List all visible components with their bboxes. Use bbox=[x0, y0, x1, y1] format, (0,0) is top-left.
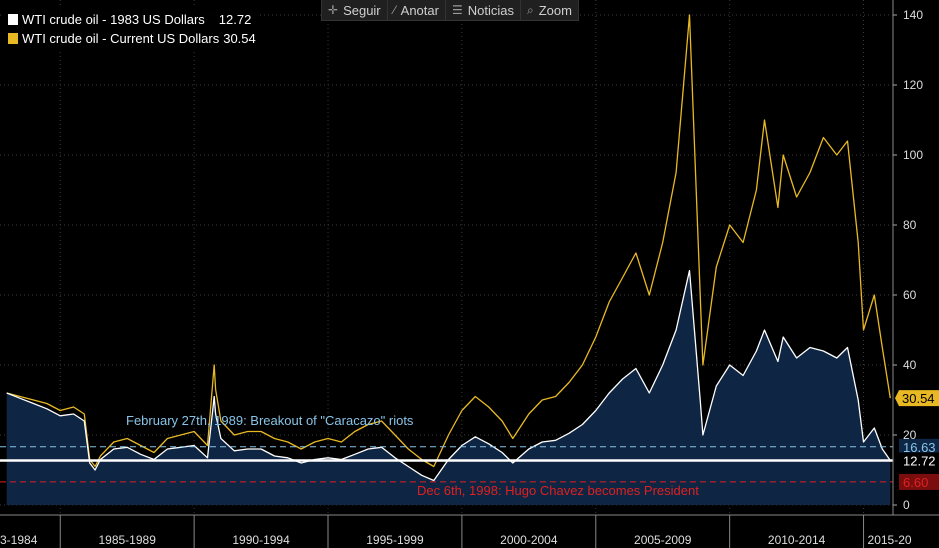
legend-item-1983: WTI crude oil - 1983 US Dollars 12.72 bbox=[8, 10, 256, 29]
y-tick-label: 0 bbox=[903, 498, 910, 512]
legend: WTI crude oil - 1983 US Dollars 12.72 WT… bbox=[4, 8, 260, 50]
seguir-button[interactable]: ✛ Seguir bbox=[322, 0, 388, 20]
chart-toolbar: ✛ Seguir ⁄ Anotar ☰ Noticias ⌕ Zoom bbox=[321, 0, 579, 21]
x-tick-label: 2000-2004 bbox=[500, 533, 558, 547]
seguir-label: Seguir bbox=[343, 2, 381, 18]
x-tick-label: 2010-2014 bbox=[768, 533, 826, 547]
area-fill-1983 bbox=[6, 270, 891, 505]
noticias-label: Noticias bbox=[467, 2, 514, 18]
annotation-text: February 27th, 1989: Breakout of "Caraca… bbox=[126, 413, 414, 428]
series-line-current-dollars bbox=[6, 14, 891, 468]
zoom-label: Zoom bbox=[538, 2, 572, 18]
x-tick-label: 3-1984 bbox=[0, 533, 38, 547]
y-tick-label: 80 bbox=[903, 218, 917, 232]
y-tick-label: 20 bbox=[903, 428, 917, 442]
zoom-button[interactable]: ⌕ Zoom bbox=[521, 0, 578, 20]
legend-value: 12.72 bbox=[218, 12, 252, 27]
news-icon: ☰ bbox=[451, 3, 463, 17]
anotar-button[interactable]: ⁄ Anotar bbox=[388, 0, 446, 20]
y-tick-label: 140 bbox=[903, 8, 923, 22]
crosshair-icon: ✛ bbox=[328, 3, 339, 17]
noticias-button[interactable]: ☰ Noticias bbox=[446, 0, 521, 20]
value-tag-bg bbox=[899, 438, 939, 455]
magnifier-icon: ⌕ bbox=[526, 2, 534, 17]
anotar-label: Anotar bbox=[400, 2, 439, 18]
y-tick-label: 60 bbox=[903, 288, 917, 302]
legend-item-current: WTI crude oil - Current US Dollars 30.54 bbox=[8, 29, 256, 48]
value-tag-label: 16.63 bbox=[903, 440, 936, 455]
legend-label: WTI crude oil - 1983 US Dollars bbox=[22, 12, 205, 27]
annotation-text: Dec 6th, 1998: Hugo Chavez becomes Presi… bbox=[417, 483, 699, 498]
x-tick-label: 1990-1994 bbox=[232, 533, 290, 547]
y-tick-label: 100 bbox=[903, 148, 923, 162]
last-value-tag-bg bbox=[895, 390, 939, 407]
y-tick-label: 40 bbox=[903, 358, 917, 372]
value-tag-label: 12.72 bbox=[903, 453, 936, 468]
value-tag-bg bbox=[899, 452, 939, 469]
x-axis: 3-1984 1985-1989 1990-1994 1995-1999 2000-20… bbox=[0, 514, 939, 548]
x-tick-label: 1995-1999 bbox=[366, 533, 424, 547]
value-tag-bg bbox=[899, 473, 939, 490]
last-value-tag-label: 30.54 bbox=[902, 391, 935, 406]
x-tick-label: 1985-1989 bbox=[98, 533, 156, 547]
y-tick-label: 120 bbox=[903, 78, 923, 92]
value-tag-label: 6.60 bbox=[903, 475, 928, 490]
x-tick-label: 2015-20 bbox=[868, 533, 912, 547]
reference-lines: February 27th, 1989: Breakout of "Caraca… bbox=[0, 390, 939, 498]
legend-swatch-white bbox=[8, 14, 18, 25]
area-fill bbox=[6, 270, 891, 505]
y-axis: 0 20 40 60 80 100 120 140 bbox=[892, 0, 923, 515]
legend-label: WTI crude oil - Current US Dollars bbox=[22, 31, 220, 46]
legend-value: 30.54 bbox=[223, 31, 256, 46]
legend-swatch-gold bbox=[8, 33, 18, 44]
x-tick-label: 2005-2009 bbox=[634, 533, 692, 547]
pencil-icon: ⁄ bbox=[393, 3, 396, 17]
